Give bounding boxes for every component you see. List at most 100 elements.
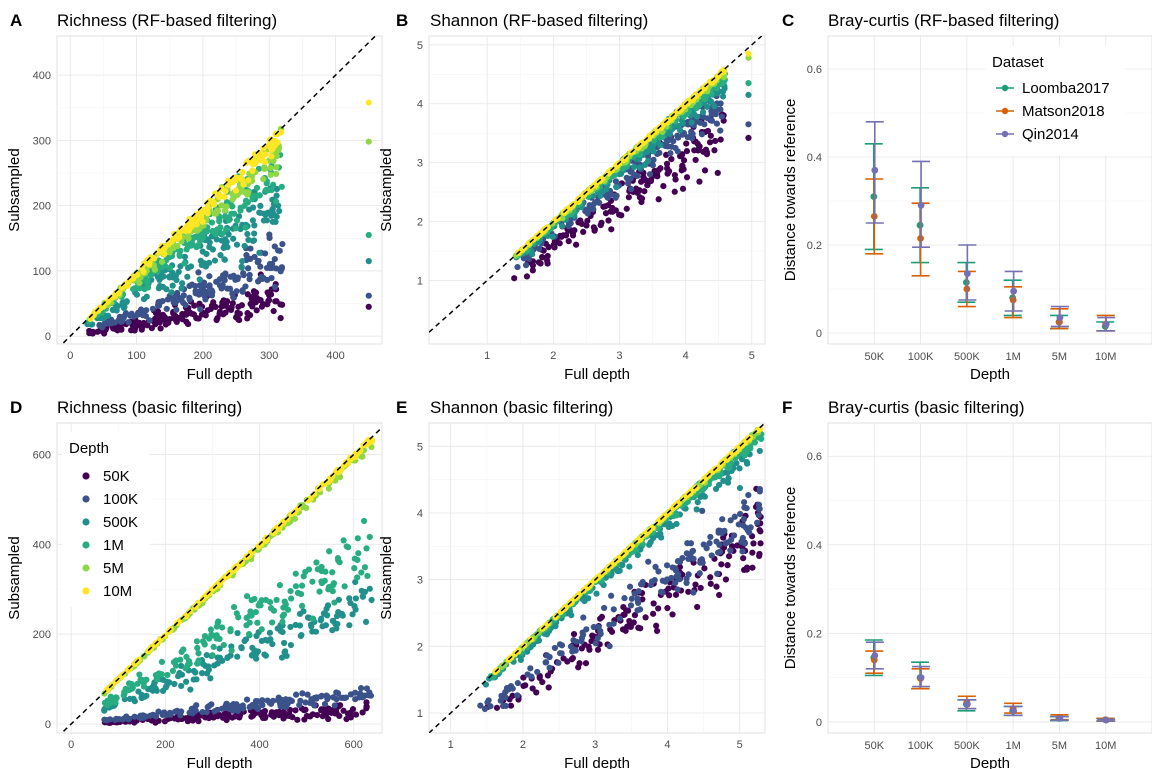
data-point bbox=[642, 177, 649, 184]
data-point bbox=[569, 232, 577, 239]
y-tick-label: 0 bbox=[45, 331, 51, 343]
data-point bbox=[573, 241, 580, 248]
data-point bbox=[745, 492, 752, 499]
data-point bbox=[625, 194, 632, 201]
data-point bbox=[529, 251, 536, 258]
legend-key-point bbox=[1001, 130, 1009, 138]
data-point bbox=[219, 657, 226, 664]
data-point bbox=[173, 297, 180, 304]
data-point bbox=[359, 709, 366, 716]
x-tick-label: 2 bbox=[520, 739, 526, 751]
data-point bbox=[576, 660, 583, 667]
mean-point bbox=[963, 270, 971, 277]
data-point bbox=[690, 589, 697, 596]
x-axis-title: Full depth bbox=[564, 755, 630, 769]
data-point bbox=[313, 559, 320, 566]
data-point bbox=[196, 276, 203, 283]
data-point bbox=[146, 317, 153, 324]
data-point bbox=[601, 604, 608, 612]
data-point bbox=[103, 299, 111, 306]
x-axis-title: Depth bbox=[970, 755, 1010, 769]
data-point bbox=[699, 507, 706, 514]
data-point bbox=[291, 515, 299, 522]
data-point bbox=[213, 316, 220, 324]
y-tick-label: 3 bbox=[417, 158, 423, 170]
x-tick-label: 5 bbox=[737, 739, 743, 751]
data-point bbox=[202, 296, 209, 303]
data-point bbox=[272, 218, 279, 226]
data-point bbox=[357, 685, 365, 692]
data-point bbox=[302, 706, 309, 713]
data-point bbox=[688, 119, 695, 126]
data-point bbox=[666, 592, 673, 599]
data-point bbox=[192, 287, 199, 295]
data-point bbox=[166, 264, 174, 271]
data-point bbox=[292, 570, 299, 577]
data-point bbox=[144, 279, 151, 286]
panel-letter: E bbox=[396, 398, 407, 417]
data-point bbox=[257, 263, 264, 270]
data-point bbox=[280, 611, 288, 618]
data-point bbox=[299, 690, 306, 697]
data-point bbox=[218, 202, 225, 209]
data-point bbox=[570, 637, 577, 644]
data-point bbox=[608, 592, 615, 599]
data-point bbox=[193, 702, 200, 709]
data-point bbox=[655, 605, 662, 612]
data-point bbox=[359, 593, 367, 600]
data-point bbox=[743, 505, 750, 512]
data-point bbox=[169, 667, 177, 674]
y-tick-label: 1 bbox=[417, 275, 423, 287]
data-point bbox=[112, 699, 119, 706]
data-point bbox=[605, 217, 612, 224]
data-point bbox=[265, 297, 272, 305]
x-tick-label: 100K bbox=[908, 351, 934, 363]
data-point bbox=[364, 572, 371, 580]
data-point bbox=[188, 240, 195, 247]
data-point bbox=[358, 569, 365, 576]
data-point bbox=[263, 210, 270, 217]
x-axis-title: Full depth bbox=[187, 366, 253, 383]
outlier-point bbox=[365, 303, 372, 310]
data-point bbox=[254, 259, 261, 266]
data-point bbox=[277, 315, 284, 322]
legend-key-point bbox=[1001, 84, 1009, 92]
data-point bbox=[166, 709, 174, 716]
data-point bbox=[687, 551, 694, 558]
data-point bbox=[125, 319, 132, 326]
data-point bbox=[338, 610, 346, 618]
data-point bbox=[628, 595, 635, 602]
y-tick-label: 5 bbox=[417, 441, 423, 453]
data-point bbox=[288, 595, 295, 602]
x-tick-label: 500K bbox=[954, 351, 980, 363]
y-tick-label: 4 bbox=[417, 508, 423, 520]
data-point bbox=[224, 654, 231, 661]
legend-title: Dataset bbox=[992, 54, 1045, 71]
data-point bbox=[227, 273, 234, 280]
y-tick-label: 200 bbox=[33, 629, 51, 641]
data-point bbox=[270, 157, 277, 165]
data-point bbox=[718, 80, 726, 87]
data-point bbox=[178, 285, 185, 292]
data-point bbox=[298, 582, 306, 589]
data-point bbox=[168, 289, 175, 296]
data-point bbox=[708, 108, 715, 115]
data-point bbox=[205, 666, 212, 673]
y-axis-title: Subsampled bbox=[378, 536, 395, 619]
data-point bbox=[650, 137, 657, 144]
data-point bbox=[642, 614, 649, 621]
data-point bbox=[113, 716, 120, 723]
data-point bbox=[287, 623, 294, 631]
data-point bbox=[731, 513, 738, 520]
data-point bbox=[715, 73, 722, 80]
x-tick-label: 4 bbox=[683, 350, 689, 362]
data-point bbox=[352, 711, 360, 718]
data-point bbox=[584, 217, 591, 224]
data-point bbox=[551, 644, 559, 652]
data-point bbox=[149, 711, 156, 718]
data-point bbox=[228, 647, 235, 654]
data-point bbox=[271, 283, 279, 291]
data-point bbox=[193, 638, 201, 645]
data-point bbox=[719, 93, 727, 100]
data-point bbox=[166, 315, 173, 323]
